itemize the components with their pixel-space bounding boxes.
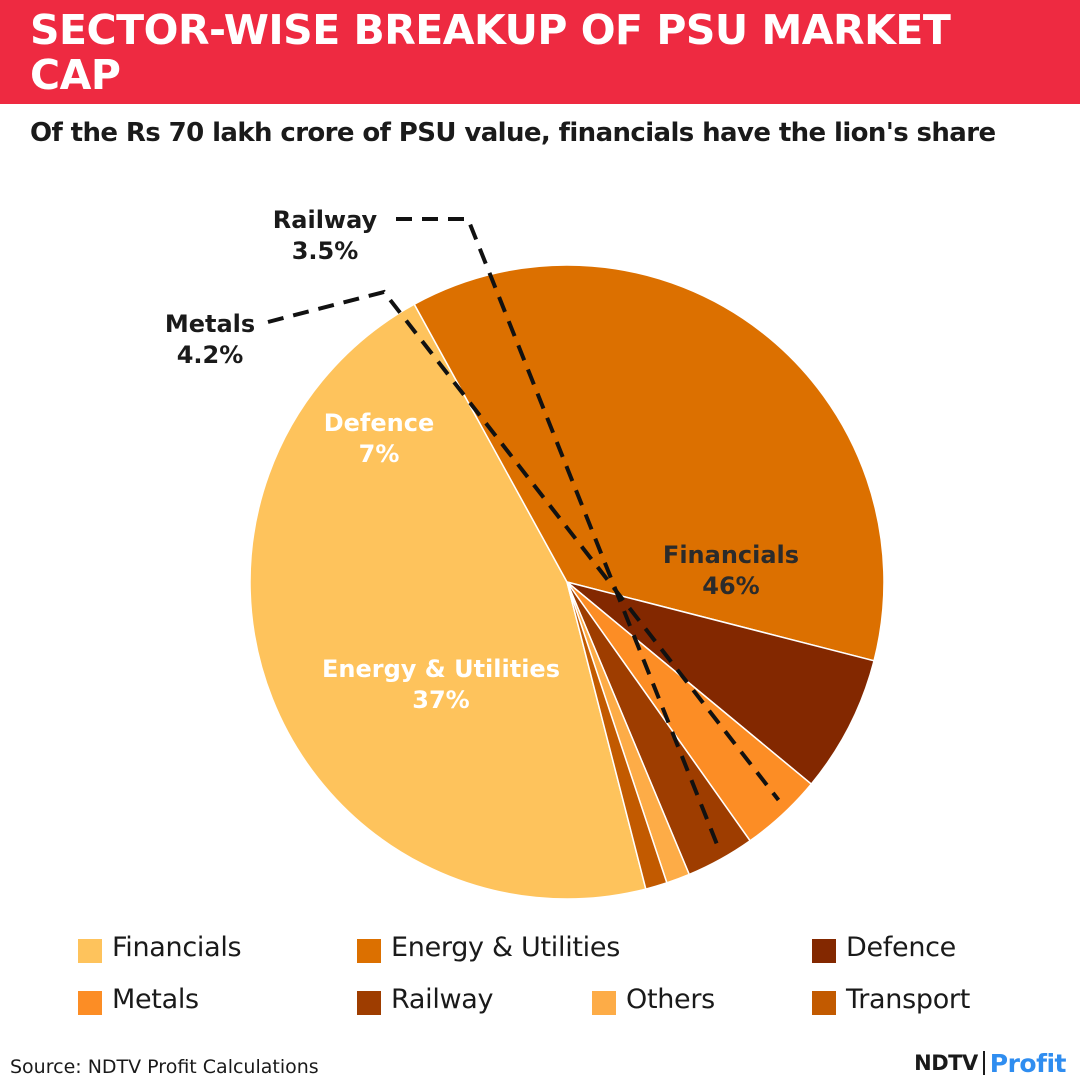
chart-title: SECTOR-WISE BREAKUP OF PSU MARKET CAP	[30, 6, 951, 99]
title-banner: SECTOR-WISE BREAKUP OF PSU MARKET CAP	[0, 0, 1080, 104]
source-note: Source: NDTV Profit Calculations	[10, 1056, 319, 1078]
leader-line-metals	[267, 289, 781, 802]
legend-label-others: Others	[626, 984, 715, 1015]
legend-swatch-railway	[357, 991, 381, 1015]
legend-swatch-energy-utilities	[357, 939, 381, 963]
slice-label-railway: Railway	[273, 206, 378, 234]
slice-value-energy-utilities: 37%	[412, 686, 469, 714]
slice-value-defence: 7%	[359, 440, 400, 468]
legend-label-financials: Financials	[112, 932, 242, 963]
legend-swatch-others	[592, 991, 616, 1015]
legend-swatch-metals	[78, 991, 102, 1015]
slice-label-defence: Defence	[324, 409, 435, 437]
logo-divider	[982, 1051, 985, 1075]
legend-label-energy-utilities: Energy & Utilities	[391, 932, 620, 963]
logo-ndtv: NDTV	[914, 1051, 978, 1075]
logo-profit: Profit	[989, 1048, 1067, 1078]
legend-label-metals: Metals	[112, 984, 199, 1015]
legend-label-transport: Transport	[846, 984, 970, 1015]
legend-swatch-transport	[812, 991, 836, 1015]
legend-swatch-defence	[812, 939, 836, 963]
slice-label-energy-utilities: Energy & Utilities	[322, 655, 560, 683]
leader-line-railway	[396, 217, 720, 847]
slice-value-financials: 46%	[702, 572, 759, 600]
slice-value-metals: 4.2%	[177, 341, 244, 369]
brand-logo: NDTV Profit	[914, 1048, 1066, 1078]
slice-label-metals: Metals	[165, 310, 255, 338]
legend-label-railway: Railway	[391, 984, 494, 1015]
legend-swatch-financials	[78, 939, 102, 963]
pie-slice-defence	[566, 581, 875, 786]
pie-slice-energy-utilities	[413, 264, 885, 662]
pie-slice-transport	[566, 581, 668, 890]
slice-label-financials: Financials	[663, 541, 799, 569]
chart-subtitle: Of the Rs 70 lakh crore of PSU value, fi…	[30, 118, 996, 148]
legend: Financials Energy & Utilities Defence Me…	[0, 930, 1080, 1040]
pie-slice-financials	[249, 303, 647, 900]
legend-label-defence: Defence	[846, 932, 956, 963]
slice-value-railway: 3.5%	[292, 237, 359, 265]
